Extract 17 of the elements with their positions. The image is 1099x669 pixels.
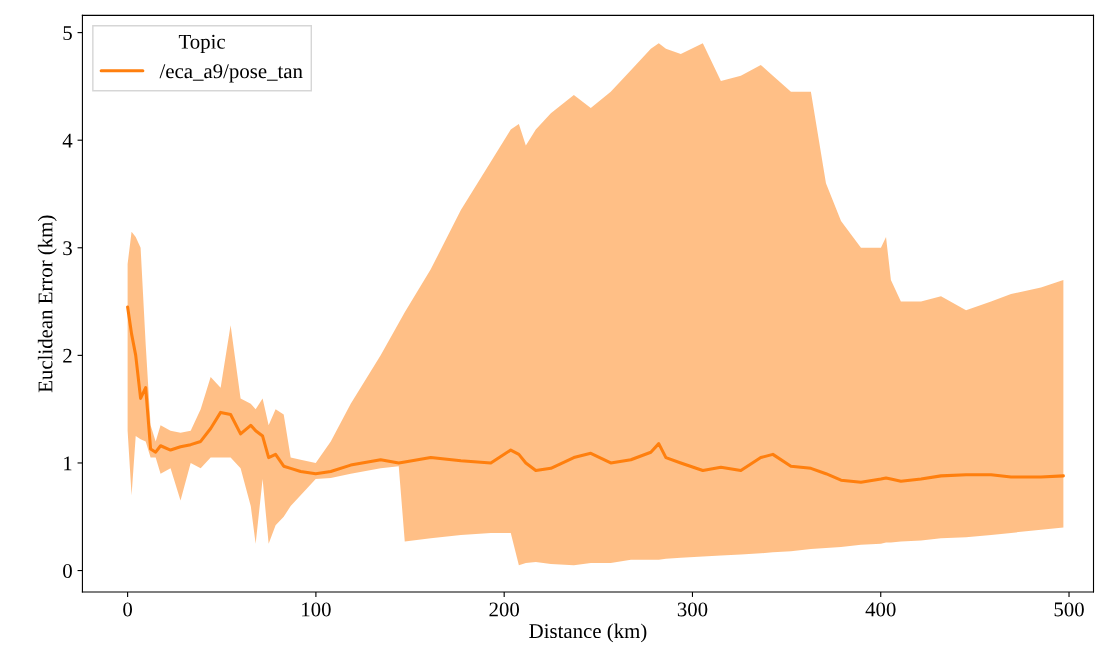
y-tick-label: 5	[63, 26, 72, 41]
x-tick-label: 0	[123, 602, 133, 617]
x-tick-label: 500	[1054, 602, 1084, 617]
y-tick-label: 3	[63, 241, 72, 256]
x-tick-label: 400	[865, 602, 896, 617]
legend-label: /eca_a9/pose_tan	[159, 64, 303, 83]
legend-title: Topic	[178, 34, 225, 54]
x-axis-title: Distance (km)	[529, 623, 647, 643]
line-series	[126, 305, 1065, 484]
y-axis-title: Euclidean Error (km)	[37, 215, 57, 393]
y-tick-label: 1	[64, 456, 72, 471]
y-tick-label: 2	[63, 348, 72, 363]
x-tick-label: 300	[677, 602, 708, 617]
y-tick-label: 4	[62, 133, 73, 148]
x-tick-label: 100	[302, 602, 331, 617]
y-tick-label: 0	[63, 563, 72, 578]
x-tick-label: 200	[489, 602, 520, 617]
